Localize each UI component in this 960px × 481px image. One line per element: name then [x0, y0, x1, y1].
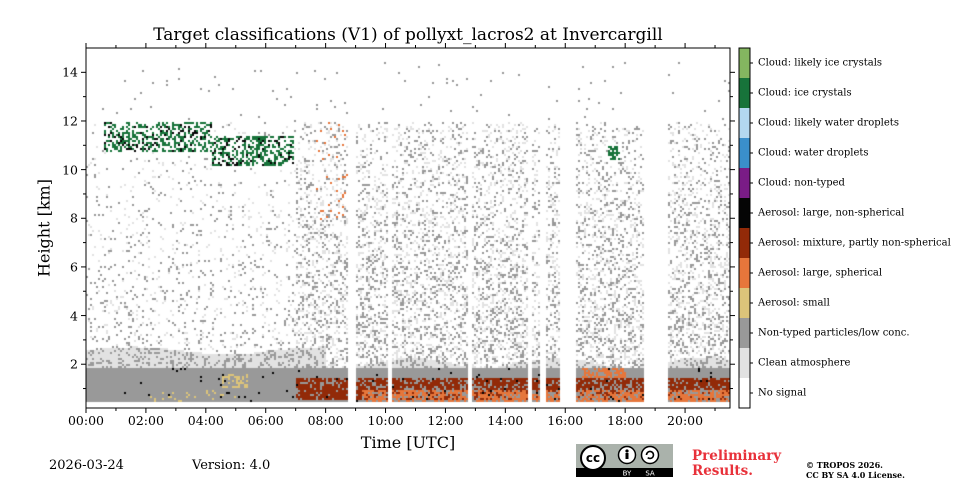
colorbar-frame	[738, 47, 751, 409]
chart-title: Target classifications (V1) of pollyxt_l…	[153, 25, 663, 45]
cc-icon	[580, 445, 606, 471]
heatmap-image	[86, 48, 730, 408]
by-text: BY	[623, 470, 632, 478]
sa-text: SA	[645, 470, 655, 478]
legend-label: No signal	[758, 387, 807, 399]
x-tick-label: 18:00	[607, 413, 644, 428]
x-tick-label: 10:00	[367, 413, 404, 428]
y-tick-label: 10	[62, 162, 78, 178]
x-tick-label: 06:00	[247, 413, 284, 428]
colorbar-swatch	[739, 288, 750, 318]
version-label: Version: 4.0	[192, 458, 271, 473]
colorbar-swatch	[739, 48, 750, 78]
axis-ticks	[81, 43, 735, 413]
legend-label: Clean atmosphere	[758, 357, 851, 369]
legend-label: Aerosol: mixture, partly non-spherical	[758, 237, 951, 249]
cc-text: cc	[586, 451, 600, 465]
colorbar-swatch	[739, 228, 750, 258]
cc-license-badge: cc BY SA	[576, 444, 673, 478]
x-tick-label: 00:00	[67, 413, 105, 428]
colorbar-swatch	[739, 168, 750, 198]
x-tick-label: 08:00	[307, 413, 344, 428]
colorbar-swatch	[739, 258, 750, 288]
colorbar-swatch	[739, 198, 750, 228]
copyright-line-2: CC BY SA 4.0 License.	[806, 470, 905, 480]
plot-frame	[85, 47, 731, 409]
legend-label: Aerosol: large, spherical	[758, 267, 883, 279]
x-tick-label: 04:00	[187, 413, 224, 428]
colorbar-swatch	[739, 348, 750, 378]
colorbar-swatch	[739, 378, 750, 408]
copyright-notice: © TROPOS 2026. CC BY SA 4.0 License.	[806, 460, 905, 480]
legend-label: Cloud: water droplets	[758, 147, 869, 159]
x-tick-label: 14:00	[487, 413, 524, 428]
preliminary-notice: Preliminary Results.	[692, 449, 781, 479]
preliminary-line-1: Preliminary	[692, 448, 782, 464]
y-tick-label: 2	[70, 356, 78, 372]
legend-label: Cloud: likely water droplets	[758, 117, 899, 129]
x-axis-label: Time [UTC]	[360, 433, 456, 452]
colorbar-swatch	[739, 78, 750, 108]
legend-label: Cloud: ice crystals	[758, 87, 852, 99]
date-label: 2026-03-24	[49, 458, 124, 473]
legend-label: Non-typed particles/low conc.	[758, 327, 910, 339]
x-tick-label: 16:00	[547, 413, 584, 428]
y-tick-label: 8	[70, 210, 78, 226]
legend-label: Cloud: non-typed	[758, 177, 845, 189]
copyright-line-1: © TROPOS 2026.	[806, 460, 883, 470]
colorbar-swatch	[739, 108, 750, 138]
colorbar	[738, 47, 753, 409]
x-tick-label: 02:00	[127, 413, 164, 428]
preliminary-line-2: Results.	[692, 463, 753, 479]
y-tick-label: 14	[62, 64, 78, 80]
colorbar-swatch	[739, 138, 750, 168]
legend-label: Aerosol: large, non-spherical	[758, 207, 905, 219]
colorbar-swatch	[739, 318, 750, 348]
legend-label: Cloud: likely ice crystals	[758, 57, 883, 69]
y-tick-label: 12	[62, 113, 78, 129]
y-tick-label: 6	[70, 259, 78, 275]
x-tick-label: 20:00	[667, 413, 704, 428]
x-tick-label: 12:00	[427, 413, 464, 428]
share-alike-icon	[640, 445, 660, 465]
legend-label: Aerosol: small	[758, 297, 830, 309]
classification-heatmap	[86, 48, 730, 408]
y-tick-label: 4	[70, 308, 78, 324]
